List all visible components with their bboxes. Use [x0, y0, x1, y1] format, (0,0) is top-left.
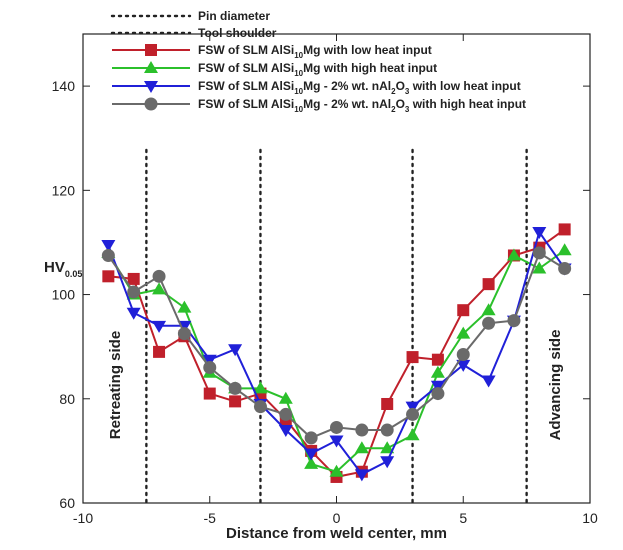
- x-tick-label: -10: [73, 510, 93, 526]
- data-point: [253, 381, 268, 394]
- legend: Pin diameter Tool shoulder FSW of SLM AlSi…: [110, 9, 526, 114]
- data-point: [278, 391, 293, 404]
- data-point: [430, 380, 445, 393]
- data-point: [101, 240, 116, 253]
- y-axis-title-sub: 0.05: [65, 269, 83, 279]
- y-axis-title-main: HV: [44, 259, 65, 276]
- series-layer: [101, 223, 572, 483]
- data-point: [152, 269, 166, 283]
- x-axis-title: Distance from weld center, mm: [226, 525, 447, 542]
- legend-label: Pin diameter: [198, 9, 270, 23]
- data-point: [304, 448, 319, 461]
- x-tick-label: -5: [204, 510, 217, 526]
- data-point: [506, 248, 521, 261]
- y-axis-title: HV0.05: [44, 259, 82, 279]
- data-point: [202, 354, 217, 367]
- legend-label: FSW of SLM AlSi10Mg with low heat input: [198, 43, 432, 60]
- data-point: [229, 395, 242, 408]
- x-tick-label: 5: [459, 510, 467, 526]
- data-point: [507, 314, 521, 328]
- data-point: [380, 423, 394, 437]
- reference-lines: [145, 148, 528, 505]
- data-point: [203, 387, 216, 400]
- data-point: [558, 262, 572, 275]
- x-tick-label: 0: [333, 510, 341, 526]
- data-point: [482, 278, 495, 291]
- data-point: [456, 347, 470, 361]
- data-point: [431, 387, 445, 401]
- data-point: [380, 441, 395, 454]
- data-point: [354, 469, 369, 482]
- data-point: [203, 361, 217, 375]
- data-point: [406, 407, 420, 421]
- data-point: [144, 97, 158, 111]
- data-point: [354, 441, 369, 454]
- data-point: [144, 81, 158, 93]
- data-point: [558, 223, 571, 236]
- series-3: [101, 227, 572, 482]
- retreating-side-label: Retreating side: [107, 331, 124, 439]
- data-point: [102, 270, 115, 283]
- data-point: [304, 456, 319, 469]
- y-tick-label: 100: [52, 287, 76, 303]
- legend-label: Tool shoulder: [198, 26, 277, 40]
- data-point: [355, 423, 369, 437]
- data-point: [127, 285, 141, 299]
- data-point: [380, 456, 395, 469]
- series-4: [101, 246, 572, 445]
- data-point: [228, 344, 243, 357]
- data-point: [144, 61, 158, 73]
- data-point: [152, 282, 167, 295]
- data-point: [481, 375, 496, 388]
- data-point: [456, 359, 471, 372]
- data-point: [557, 243, 572, 256]
- legend-label: FSW of SLM AlSi10Mg with high heat input: [198, 61, 437, 78]
- advancing-side-label: Advancing side: [547, 330, 564, 441]
- legend-label: FSW of SLM AlSi10Mg - 2% wt. nAl2O3 with…: [198, 97, 526, 114]
- x-axis: -10 -5 0 5 10: [73, 34, 598, 526]
- data-point: [532, 246, 546, 260]
- data-point: [329, 464, 344, 477]
- data-point: [153, 345, 166, 358]
- y-tick-label: 80: [59, 391, 75, 407]
- data-point: [430, 365, 445, 378]
- data-point: [532, 261, 547, 274]
- data-point: [101, 248, 115, 262]
- series-line: [107, 251, 566, 440]
- data-point: [177, 300, 192, 313]
- data-point: [278, 425, 293, 438]
- legend-label: FSW of SLM AlSi10Mg - 2% wt. nAl2O3 with…: [198, 79, 521, 96]
- data-point: [126, 307, 141, 320]
- y-tick-label: 60: [59, 495, 75, 511]
- data-point: [329, 435, 344, 448]
- data-point: [457, 304, 470, 317]
- y-tick-label: 120: [52, 182, 76, 198]
- data-point: [304, 431, 318, 445]
- data-point: [381, 397, 394, 410]
- data-point: [152, 320, 167, 333]
- data-point: [482, 316, 496, 330]
- data-point: [330, 420, 343, 434]
- data-point: [431, 353, 444, 366]
- data-point: [279, 407, 293, 421]
- data-point: [177, 327, 191, 341]
- data-point: [405, 428, 420, 441]
- data-point: [406, 351, 419, 364]
- data-point: [532, 227, 547, 240]
- data-point: [253, 400, 267, 414]
- x-tick-label: 10: [582, 510, 598, 526]
- y-axis: 60 80 100 120 140: [52, 78, 590, 511]
- data-point: [127, 272, 140, 285]
- data-point: [456, 326, 471, 339]
- y-tick-label: 140: [52, 78, 76, 94]
- data-point: [405, 401, 420, 414]
- data-point: [228, 381, 242, 395]
- data-point: [481, 303, 496, 316]
- data-point: [145, 44, 157, 56]
